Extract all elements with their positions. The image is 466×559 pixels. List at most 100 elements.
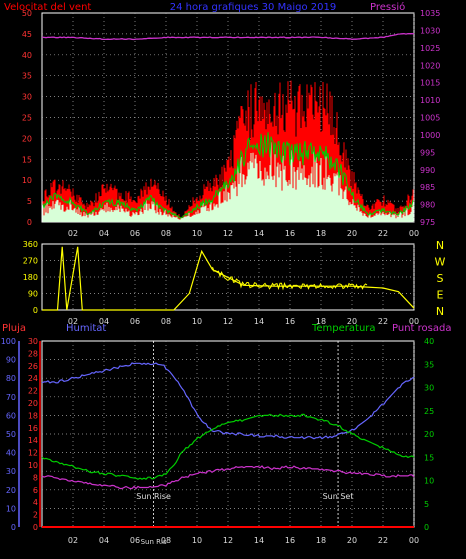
direction-y-tick-label: 0 <box>33 306 38 315</box>
direction-y-tick-label: 360 <box>23 240 38 249</box>
wind-y-tick-label: 10 <box>22 176 32 185</box>
rain-y-tick-label: 28 <box>28 349 38 358</box>
wind-y-tick-label: 15 <box>22 155 32 164</box>
humidity-y-tick-label: 10 <box>6 504 16 513</box>
x-tick-label: 02 <box>68 229 78 238</box>
humidity-y-tick-label: 50 <box>6 430 16 439</box>
humidity-label: Humitat <box>66 323 106 334</box>
direction-y-tick-label: 180 <box>23 273 38 282</box>
humidity-y-tick-label: 20 <box>6 486 16 495</box>
wind-y-tick-label: 25 <box>22 114 32 123</box>
pressure-y-tick-label: 1000 <box>420 131 440 140</box>
pressure-y-tick-label: 1030 <box>420 26 440 35</box>
wind-y-tick-label: 20 <box>22 134 32 143</box>
humidity-line <box>41 362 415 440</box>
wind-y-tick-label: 40 <box>22 51 32 60</box>
rain-y-tick-label: 24 <box>28 374 38 383</box>
humidity-y-tick-label: 70 <box>6 393 16 402</box>
pressure-title: Pressió <box>370 1 405 13</box>
humidity-y-tick-label: 100 <box>1 337 16 346</box>
x-tick-label: 14 <box>254 536 264 545</box>
x-tick-label: 00 <box>409 317 419 326</box>
temp-y-tick-label: 0 <box>424 523 429 532</box>
dewpoint-label: Punt rosada <box>392 323 451 334</box>
wind-y-tick-label: 0 <box>27 218 32 227</box>
rain-y-tick-label: 12 <box>28 449 38 458</box>
x-tick-label: 22 <box>378 536 388 545</box>
x-tick-label: 10 <box>192 317 202 326</box>
sunrise-label: Sun Rise <box>136 492 171 501</box>
x-tick-label: 00 <box>409 229 419 238</box>
pressure-line <box>41 32 415 41</box>
x-tick-label: 02 <box>68 317 78 326</box>
pressure-y-tick-label: 1015 <box>420 79 440 88</box>
rain-y-tick-label: 2 <box>33 511 38 520</box>
x-tick-label: 08 <box>161 229 171 238</box>
x-tick-label: 14 <box>254 229 264 238</box>
x-tick-label: 18 <box>316 317 326 326</box>
pressure-y-tick-label: 990 <box>420 166 435 175</box>
humidity-y-tick-label: 60 <box>6 411 16 420</box>
rain-y-tick-label: 6 <box>33 486 38 495</box>
temp-y-tick-label: 15 <box>424 453 434 462</box>
direction-compass-label: N <box>436 305 444 318</box>
direction-compass-label: W <box>435 256 446 269</box>
x-tick-label: 22 <box>378 317 388 326</box>
x-tick-label: 06 <box>130 536 140 545</box>
x-tick-label: 02 <box>68 536 78 545</box>
temp-y-tick-label: 25 <box>424 407 434 416</box>
pressure-y-tick-label: 1035 <box>420 9 440 18</box>
x-tick-label: 04 <box>99 536 109 545</box>
temp-y-tick-label: 35 <box>424 360 434 369</box>
x-tick-label: 16 <box>285 536 295 545</box>
x-tick-label: 10 <box>192 229 202 238</box>
direction-y-tick-label: 90 <box>28 290 38 299</box>
rain-y-tick-label: 26 <box>28 362 38 371</box>
sunrise-axis-label: Sun Ris <box>141 538 167 546</box>
x-tick-label: 00 <box>409 536 419 545</box>
x-tick-label: 12 <box>223 317 233 326</box>
temp-y-tick-label: 30 <box>424 384 434 393</box>
pressure-y-tick-label: 985 <box>420 183 435 192</box>
x-tick-label: 20 <box>347 317 357 326</box>
x-tick-label: 04 <box>99 229 109 238</box>
wind-y-tick-label: 45 <box>22 30 32 39</box>
x-tick-label: 16 <box>285 229 295 238</box>
rain-y-tick-label: 8 <box>33 473 38 482</box>
temp-y-tick-label: 5 <box>424 500 429 509</box>
x-tick-label: 12 <box>223 536 233 545</box>
wind-y-tick-label: 30 <box>22 93 32 102</box>
x-tick-label: 08 <box>161 317 171 326</box>
rain-y-tick-label: 20 <box>28 399 38 408</box>
wind-y-tick-label: 35 <box>22 72 32 81</box>
chart-center-title: 24 hora grafiques 30 Maigo 2019 <box>170 2 336 13</box>
rain-y-tick-label: 10 <box>28 461 38 470</box>
temp-y-tick-label: 20 <box>424 430 434 439</box>
low-bars <box>42 142 414 222</box>
temperature-line <box>41 413 415 480</box>
x-tick-label: 10 <box>192 536 202 545</box>
pressure-y-tick-label: 995 <box>420 148 435 157</box>
x-tick-label: 20 <box>347 229 357 238</box>
rain-y-tick-label: 14 <box>28 436 38 445</box>
rain-y-tick-label: 4 <box>33 498 38 507</box>
direction-compass-label: N <box>436 239 444 252</box>
temp-y-tick-label: 40 <box>424 337 434 346</box>
direction-y-tick-label: 270 <box>23 257 38 266</box>
pressure-y-tick-label: 1005 <box>420 114 440 123</box>
x-tick-label: 20 <box>347 536 357 545</box>
pressure-y-tick-label: 1020 <box>420 61 440 70</box>
direction-compass-label: E <box>437 289 444 302</box>
rain-y-tick-label: 18 <box>28 411 38 420</box>
pressure-y-tick-label: 975 <box>420 218 435 227</box>
wind-title: Velocitat del vent <box>4 2 91 13</box>
x-tick-label: 18 <box>316 229 326 238</box>
humidity-y-tick-label: 0 <box>11 523 16 532</box>
wind-y-tick-label: 5 <box>27 197 32 206</box>
humidity-y-tick-label: 40 <box>6 449 16 458</box>
pressure-y-tick-label: 1025 <box>420 44 440 53</box>
x-tick-label: 04 <box>99 317 109 326</box>
x-tick-label: 06 <box>130 229 140 238</box>
dewpoint-line <box>41 465 415 490</box>
rain-label: Pluja <box>2 323 26 334</box>
